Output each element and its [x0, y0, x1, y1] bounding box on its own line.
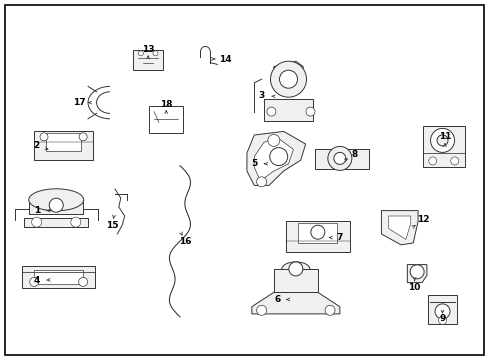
- Text: 12: 12: [416, 215, 428, 224]
- Circle shape: [79, 133, 87, 141]
- Circle shape: [288, 262, 302, 276]
- Circle shape: [429, 129, 454, 152]
- Text: 5: 5: [251, 159, 257, 168]
- Circle shape: [71, 217, 81, 227]
- FancyBboxPatch shape: [22, 266, 95, 288]
- Circle shape: [310, 225, 324, 239]
- Polygon shape: [251, 292, 339, 314]
- Polygon shape: [388, 216, 410, 239]
- Circle shape: [305, 107, 314, 116]
- Polygon shape: [407, 265, 426, 283]
- Text: 1: 1: [34, 206, 40, 215]
- Circle shape: [32, 217, 41, 227]
- Circle shape: [267, 134, 279, 147]
- Circle shape: [279, 70, 297, 88]
- Circle shape: [153, 51, 158, 56]
- Circle shape: [270, 61, 306, 97]
- Circle shape: [49, 198, 63, 212]
- Circle shape: [436, 135, 447, 146]
- Text: 2: 2: [34, 141, 40, 150]
- Bar: [422, 126, 464, 167]
- Bar: [315, 149, 368, 169]
- Polygon shape: [254, 139, 293, 178]
- Bar: [29, 200, 83, 214]
- Bar: [34, 131, 93, 160]
- Circle shape: [434, 304, 449, 319]
- Circle shape: [256, 177, 266, 187]
- Circle shape: [30, 277, 39, 287]
- Bar: [273, 269, 317, 292]
- Text: 17: 17: [73, 98, 85, 107]
- Bar: [298, 223, 337, 243]
- Circle shape: [269, 148, 287, 166]
- Bar: [264, 99, 312, 121]
- Circle shape: [79, 277, 87, 287]
- Bar: [285, 221, 349, 252]
- Circle shape: [438, 316, 446, 324]
- Circle shape: [333, 152, 345, 165]
- Text: 9: 9: [438, 314, 445, 323]
- Ellipse shape: [29, 189, 83, 211]
- Bar: [149, 106, 183, 133]
- Circle shape: [428, 157, 436, 165]
- Text: 16: 16: [178, 237, 191, 246]
- Text: 7: 7: [336, 233, 343, 242]
- Circle shape: [266, 107, 275, 116]
- Circle shape: [256, 305, 266, 315]
- Text: 10: 10: [407, 284, 420, 292]
- Text: 8: 8: [351, 150, 357, 159]
- Polygon shape: [273, 61, 303, 70]
- Bar: [46, 133, 81, 151]
- Bar: [24, 218, 88, 227]
- Circle shape: [325, 305, 334, 315]
- Polygon shape: [381, 211, 417, 245]
- Bar: [34, 270, 83, 284]
- Circle shape: [409, 265, 423, 279]
- Circle shape: [327, 147, 351, 170]
- Circle shape: [40, 133, 48, 141]
- Circle shape: [450, 157, 458, 165]
- Text: 3: 3: [258, 91, 264, 100]
- Bar: [133, 50, 163, 70]
- Text: 4: 4: [33, 276, 40, 285]
- Text: 11: 11: [438, 132, 450, 141]
- Bar: [427, 295, 456, 324]
- Ellipse shape: [281, 262, 309, 276]
- Text: 18: 18: [160, 100, 172, 109]
- Text: 14: 14: [218, 55, 231, 63]
- Text: 13: 13: [142, 45, 154, 54]
- Text: 6: 6: [274, 295, 280, 304]
- Circle shape: [138, 51, 143, 56]
- Polygon shape: [246, 131, 305, 185]
- Text: 15: 15: [106, 220, 119, 230]
